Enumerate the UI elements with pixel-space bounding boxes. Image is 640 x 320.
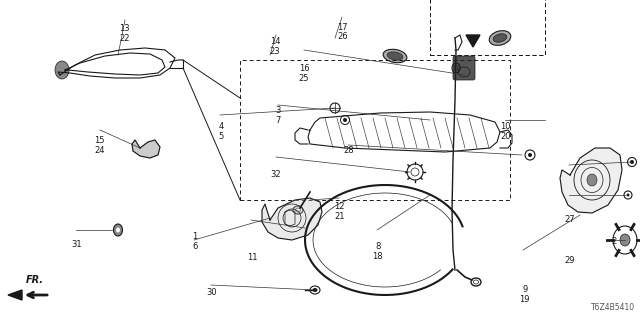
Polygon shape (560, 148, 622, 213)
Ellipse shape (627, 194, 630, 196)
Ellipse shape (116, 228, 120, 233)
Ellipse shape (55, 61, 69, 79)
Text: 4
5: 4 5 (218, 122, 223, 140)
Text: 32: 32 (270, 170, 280, 179)
Text: 11: 11 (248, 253, 258, 262)
Bar (430, 0, 545, 55)
Ellipse shape (489, 31, 511, 45)
Ellipse shape (383, 49, 407, 63)
Text: 8
18: 8 18 (372, 242, 383, 260)
Text: 1
6: 1 6 (193, 232, 198, 251)
Ellipse shape (493, 34, 507, 42)
Text: 17
26: 17 26 (337, 23, 348, 41)
Text: 10
20: 10 20 (500, 122, 511, 140)
Ellipse shape (528, 153, 532, 157)
Polygon shape (262, 198, 322, 240)
FancyBboxPatch shape (453, 56, 475, 80)
Text: 29: 29 (564, 256, 575, 265)
Text: 16
25: 16 25 (299, 64, 309, 83)
Bar (430, 0, 545, 55)
Text: 30: 30 (206, 288, 216, 297)
Ellipse shape (387, 52, 403, 60)
Polygon shape (8, 290, 22, 300)
Ellipse shape (312, 288, 317, 292)
Text: 9
19: 9 19 (520, 285, 530, 304)
Polygon shape (466, 35, 480, 47)
Text: 31: 31 (72, 240, 82, 249)
Text: 15
24: 15 24 (94, 136, 104, 155)
Text: 12
21: 12 21 (334, 202, 344, 220)
Ellipse shape (343, 118, 347, 122)
Ellipse shape (620, 234, 630, 246)
Text: T6Z4B5410: T6Z4B5410 (591, 303, 635, 312)
Bar (240, 60, 510, 200)
Text: 27: 27 (564, 215, 575, 224)
Text: FR.: FR. (26, 275, 44, 285)
Text: 14
23: 14 23 (270, 37, 280, 56)
Ellipse shape (630, 160, 634, 164)
Polygon shape (132, 140, 160, 158)
Ellipse shape (113, 224, 122, 236)
Text: 2: 2 (612, 237, 617, 246)
Text: 3
7: 3 7 (276, 106, 281, 124)
Text: 28: 28 (344, 146, 354, 155)
Ellipse shape (587, 174, 597, 186)
Text: 13
22: 13 22 (120, 24, 130, 43)
